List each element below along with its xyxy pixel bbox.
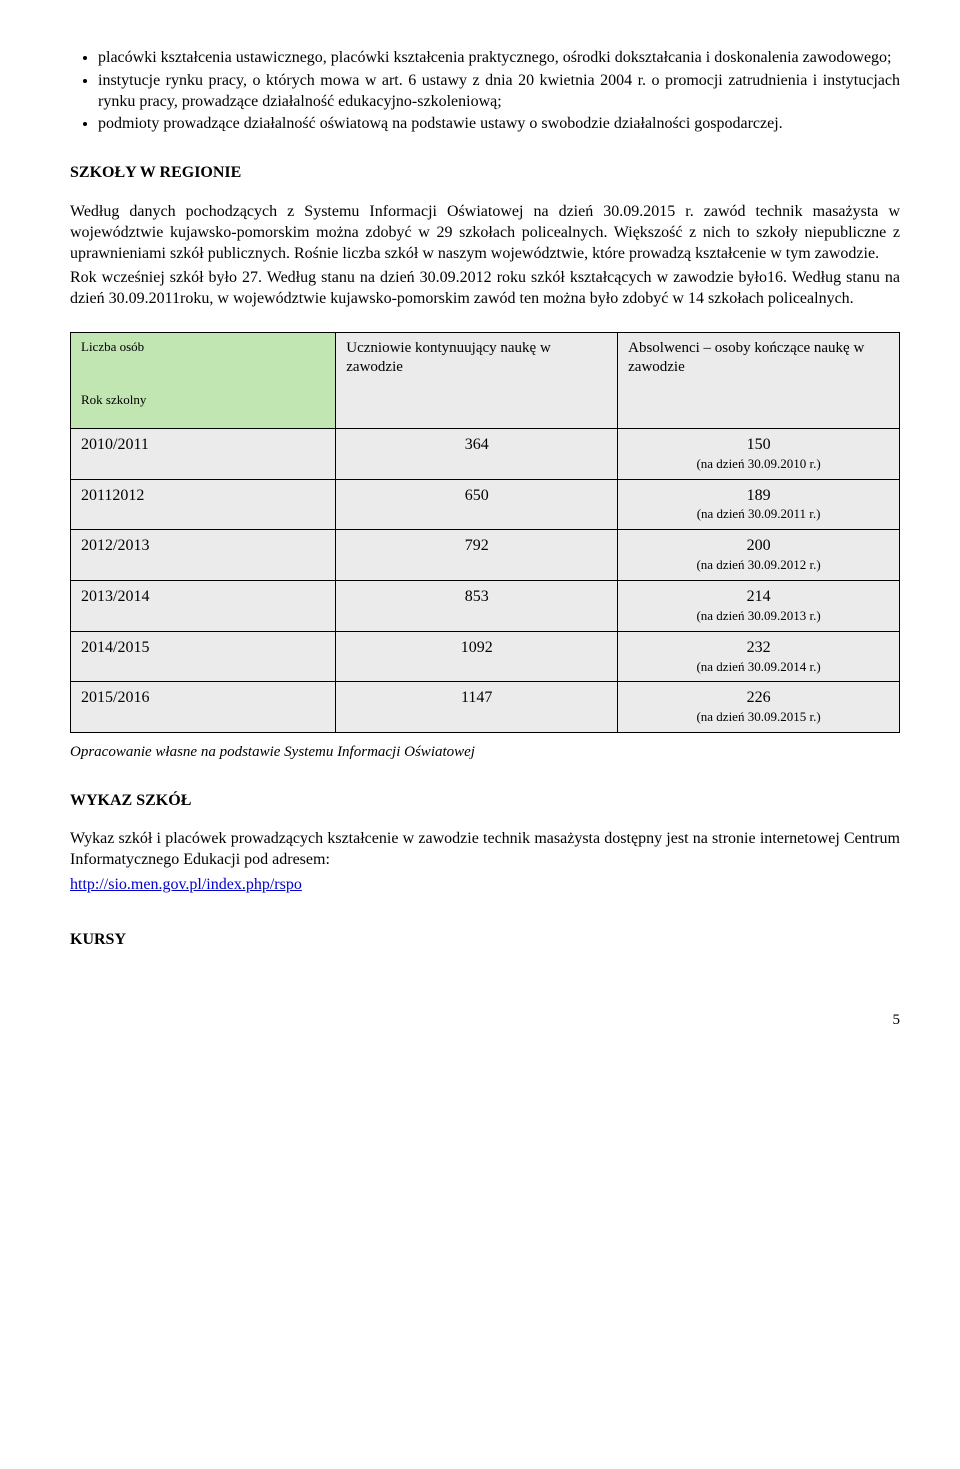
grad-note: (na dzień 30.09.2015 r.) <box>628 709 889 726</box>
cell-year: 2014/2015 <box>71 631 336 682</box>
grad-value: 232 <box>747 639 771 656</box>
section-heading-schools: SZKOŁY W REGIONIE <box>70 163 900 184</box>
cell-graduates: 232 (na dzień 30.09.2014 r.) <box>618 631 900 682</box>
cell-graduates: 150 (na dzień 30.09.2010 r.) <box>618 428 900 479</box>
list-item: instytucje rynku pracy, o których mowa w… <box>98 71 900 113</box>
list-item: placówki kształcenia ustawicznego, placó… <box>98 48 900 69</box>
schools-table: Liczba osób Rok szkolny Uczniowie kontyn… <box>70 332 900 733</box>
table-row: 20112012 650 189 (na dzień 30.09.2011 r.… <box>71 479 900 530</box>
grad-value: 150 <box>747 436 771 453</box>
grad-note: (na dzień 30.09.2013 r.) <box>628 608 889 625</box>
cell-students: 1147 <box>336 682 618 733</box>
cell-graduates: 189 (na dzień 30.09.2011 r.) <box>618 479 900 530</box>
grad-value: 189 <box>747 487 771 504</box>
corner-label-top: Liczba osób <box>81 339 325 356</box>
section-heading-wykaz: WYKAZ SZKÓŁ <box>70 791 900 812</box>
cell-students: 1092 <box>336 631 618 682</box>
section-heading-kursy: KURSY <box>70 930 900 951</box>
table-row: 2012/2013 792 200 (na dzień 30.09.2012 r… <box>71 530 900 581</box>
cell-year: 2013/2014 <box>71 581 336 632</box>
table-row: 2014/2015 1092 232 (na dzień 30.09.2014 … <box>71 631 900 682</box>
table-row: 2015/2016 1147 226 (na dzień 30.09.2015 … <box>71 682 900 733</box>
cell-year: 20112012 <box>71 479 336 530</box>
grad-value: 200 <box>747 537 771 554</box>
cell-year: 2010/2011 <box>71 428 336 479</box>
table-row: 2013/2014 853 214 (na dzień 30.09.2013 r… <box>71 581 900 632</box>
bulleted-list: placówki kształcenia ustawicznego, placó… <box>70 48 900 135</box>
table-header-graduates: Absolwenci – osoby kończące naukę w zawo… <box>618 332 900 428</box>
table-corner-cell: Liczba osób Rok szkolny <box>71 332 336 428</box>
wykaz-link-line: http://sio.men.gov.pl/index.php/rspo <box>70 875 900 896</box>
cell-graduates: 200 (na dzień 30.09.2012 r.) <box>618 530 900 581</box>
grad-value: 214 <box>747 588 771 605</box>
cell-students: 792 <box>336 530 618 581</box>
corner-label-bottom: Rok szkolny <box>81 392 146 407</box>
grad-note: (na dzień 30.09.2011 r.) <box>628 506 889 523</box>
grad-value: 226 <box>747 689 771 706</box>
grad-note: (na dzień 30.09.2010 r.) <box>628 456 889 473</box>
body-paragraph: Według danych pochodzących z Systemu Inf… <box>70 202 900 264</box>
wykaz-paragraph: Wykaz szkół i placówek prowadzących kszt… <box>70 829 900 871</box>
table-header-students: Uczniowie kontynuujący naukę w zawodzie <box>336 332 618 428</box>
cell-graduates: 214 (na dzień 30.09.2013 r.) <box>618 581 900 632</box>
cell-graduates: 226 (na dzień 30.09.2015 r.) <box>618 682 900 733</box>
table-row: 2010/2011 364 150 (na dzień 30.09.2010 r… <box>71 428 900 479</box>
cell-students: 853 <box>336 581 618 632</box>
page-number: 5 <box>70 1011 900 1031</box>
cell-year: 2015/2016 <box>71 682 336 733</box>
cell-students: 364 <box>336 428 618 479</box>
table-caption: Opracowanie własne na podstawie Systemu … <box>70 743 900 763</box>
list-item: podmioty prowadzące działalność oświatow… <box>98 114 900 135</box>
grad-note: (na dzień 30.09.2014 r.) <box>628 659 889 676</box>
sio-link[interactable]: http://sio.men.gov.pl/index.php/rspo <box>70 876 302 893</box>
cell-students: 650 <box>336 479 618 530</box>
cell-year: 2012/2013 <box>71 530 336 581</box>
body-paragraph: Rok wcześniej szkół było 27. Według stan… <box>70 268 900 310</box>
grad-note: (na dzień 30.09.2012 r.) <box>628 557 889 574</box>
